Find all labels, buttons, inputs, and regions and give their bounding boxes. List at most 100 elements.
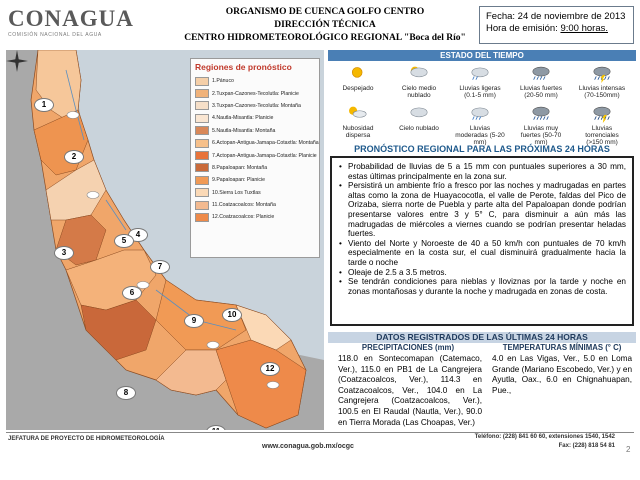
legend-item: 11.Coatzacoalcos: Montaña <box>195 199 315 211</box>
forecast-regions-map: Regiones de pronóstico 1.Pánuco 2.Tuxpan-… <box>6 50 324 430</box>
weather-icons-grid: Despejado Cielo medio nublado Lluvias lige… <box>328 61 636 146</box>
issue-time-line: Hora de emisión: 9:00 horas. <box>486 23 627 35</box>
legend-label: 5.Nautla-Misantla: Montaña <box>212 127 276 134</box>
weather-label: Lluvias intensas (70-150mm) <box>578 85 626 99</box>
weather-legend-item: Lluvias fuertes (20-50 mm) <box>516 65 566 99</box>
legend-title: Regiones de pronóstico <box>195 62 292 72</box>
footer-department: JEFATURA DE PROYECTO DE HIDROMETEOROLOGÍ… <box>8 436 165 442</box>
weather-legend-item: Cielo nublado <box>394 105 444 132</box>
weather-legend-item: Nubosidad dispersa <box>333 105 383 139</box>
region-marker-12: 12 <box>260 362 280 376</box>
cloud-icon <box>136 281 150 289</box>
report-date: Fecha: 24 de noviembre de 2013 <box>486 11 626 22</box>
partly-cloudy-icon <box>410 66 428 78</box>
forecast-box: Probabilidad de lluvias de 5 a 15 mm con… <box>330 156 634 326</box>
legend-swatch <box>195 163 209 173</box>
title-line-2: DIRECCIÓN TÉCNICA <box>274 20 376 30</box>
legend-item: 3.Tuxpan-Cazones-Tecolutla: Montaña <box>195 100 315 112</box>
scattered-clouds-icon <box>349 106 367 118</box>
footer-url[interactable]: www.conagua.gob.mx/ocgc <box>262 443 354 450</box>
legend-swatch <box>195 101 209 111</box>
title-line-1: ORGANISMO DE CUENCA GOLFO CENTRO <box>225 7 425 17</box>
forecast-list: Probabilidad de lluvias de 5 a 15 mm con… <box>338 162 626 296</box>
legend-item: 10.Sierra Los Tuxtlas <box>195 187 315 199</box>
legend-label: 4.Nautla-Misantla: Planicie <box>212 115 274 122</box>
legend-item: 7.Actopan-Antigua-Jamapa-Cotaxtla: Plani… <box>195 149 317 161</box>
weather-label: Nubosidad dispersa <box>342 125 374 139</box>
legend-item: 6.Actopan-Antigua-Jamapa-Cotaxtla: Monta… <box>195 137 319 149</box>
cloud-icon <box>206 341 220 349</box>
weather-legend-item: Lluvias muy fuertes (50-70 mm) <box>516 105 566 146</box>
legend-swatch <box>195 188 209 198</box>
legend-swatch <box>195 175 209 185</box>
report-titles: ORGANISMO DE CUENCA GOLFO CENTRO DIRECCI… <box>180 6 470 45</box>
region-marker-8: 8 <box>116 386 136 400</box>
precip-header: PRECIPITACIONES (mm) <box>361 343 455 352</box>
legend-item: 4.Nautla-Misantla: Planicie <box>195 112 315 124</box>
forecast-bullet: Persistirá un ambiente frío a fresco por… <box>338 181 626 239</box>
weather-label: Cielo nublado <box>399 125 439 132</box>
legend-item: 8.Papaloapan: Montaña <box>195 162 315 174</box>
legend-swatch <box>195 126 209 136</box>
logo-text: CONAGUA <box>8 6 134 31</box>
forecast-bullet: Viento del Norte y Noroeste de 40 a 50 k… <box>338 239 626 268</box>
legend-label: 2.Tuxpan-Cazones-Tecolutla: Planicie <box>212 90 299 97</box>
legend-item: 1.Pánuco <box>195 75 315 87</box>
regions-legend: Regiones de pronóstico 1.Pánuco 2.Tuxpan-… <box>190 58 320 258</box>
legend-swatch <box>195 113 209 123</box>
region-marker-9: 9 <box>184 314 204 328</box>
region-marker-5: 5 <box>114 234 134 248</box>
legend-label: 7.Actopan-Antigua-Jamapa-Cotaxtla: Plani… <box>212 152 317 159</box>
weather-legend-item: Lluvias moderadas (5-20 mm) <box>455 105 505 146</box>
legend-label: 1.Pánuco <box>212 78 234 85</box>
legend-label: 12.Coatzacoalcos: Planicie <box>212 214 275 221</box>
torrential-rain-icon <box>593 106 611 123</box>
issue-prefix: Hora de emisión: <box>486 23 561 34</box>
weather-label: Lluvias ligeras (0.1-5 mm) <box>459 85 501 99</box>
weather-legend-item: Lluvias ligeras (0.1-5 mm) <box>455 65 505 99</box>
footer-phone: Teléfono: (228) 841 60 60, extensiones 1… <box>474 434 615 440</box>
weather-label: Lluvias muy fuertes (50-70 mm) <box>520 125 562 146</box>
legend-label: 8.Papaloapan: Montaña <box>212 164 268 171</box>
very-heavy-rain-icon <box>532 106 550 120</box>
legend-item: 9.Papaloapan: Planicie <box>195 174 315 186</box>
temp-text: 4.0 en Las Vigas, Ver., 5.0 en Loma Gran… <box>492 354 632 395</box>
logo-subtitle: COMISIÓN NACIONAL DEL AGUA <box>8 32 102 38</box>
sun-icon <box>351 67 363 78</box>
precip-text: 118.0 en Sontecomapan (Catemaco, Ver.), … <box>338 354 482 427</box>
cloud-icon <box>86 191 100 199</box>
temp-header: TEMPERATURAS MÍNIMAS (° C) <box>502 343 622 352</box>
legend-label: 6.Actopan-Antigua-Jamapa-Cotaxtla: Monta… <box>212 140 319 147</box>
conagua-logo: CONAGUA COMISIÓN NACIONAL DEL AGUA <box>8 6 134 42</box>
legend-swatch <box>195 151 209 161</box>
compass-icon <box>6 50 28 72</box>
forecast-bullet: Probabilidad de lluvias de 5 a 15 mm con… <box>338 162 626 181</box>
weather-label: Cielo medio nublado <box>401 85 437 99</box>
weather-header: ESTADO DEL TIEMPO <box>328 50 636 61</box>
legend-swatch <box>195 89 209 99</box>
footer-contact: Teléfono: (228) 841 60 60, extensiones 1… <box>470 433 615 451</box>
weather-label: Lluvias torrenciales (>150 mm) <box>585 125 619 146</box>
legend-label: 9.Papaloapan: Planicie <box>212 177 266 184</box>
light-rain-icon <box>471 67 489 80</box>
forecast-bullet: Oleaje de 2.5 a 3.5 metros. <box>338 268 626 278</box>
heavy-rain-icon <box>532 66 550 80</box>
cloudy-icon <box>410 107 428 118</box>
legend-swatch <box>195 212 209 222</box>
region-marker-10: 10 <box>222 308 242 322</box>
footer-divider <box>6 432 634 433</box>
page-number: 2 <box>626 445 631 454</box>
region-marker-1: 1 <box>34 98 54 112</box>
cloud-icon <box>66 111 80 119</box>
legend-item: 5.Nautla-Misantla: Montaña <box>195 125 315 137</box>
cloud-icon <box>266 381 280 389</box>
region-marker-3: 3 <box>54 246 74 260</box>
issue-time: 9:00 horas. <box>560 23 608 34</box>
legend-label: 3.Tuxpan-Cazones-Tecolutla: Montaña <box>212 102 301 109</box>
weather-legend-item: Lluvias intensas (70-150mm) <box>577 65 627 99</box>
weather-label: Despejado <box>342 85 374 92</box>
records-title: DATOS REGISTRADOS DE LAS ÚLTIMAS 24 HORA… <box>328 332 636 343</box>
weather-label: Lluvias moderadas (5-20 mm) <box>455 125 505 146</box>
region-marker-2: 2 <box>64 150 84 164</box>
legend-label: 11.Coatzacoalcos: Montaña <box>212 202 276 209</box>
